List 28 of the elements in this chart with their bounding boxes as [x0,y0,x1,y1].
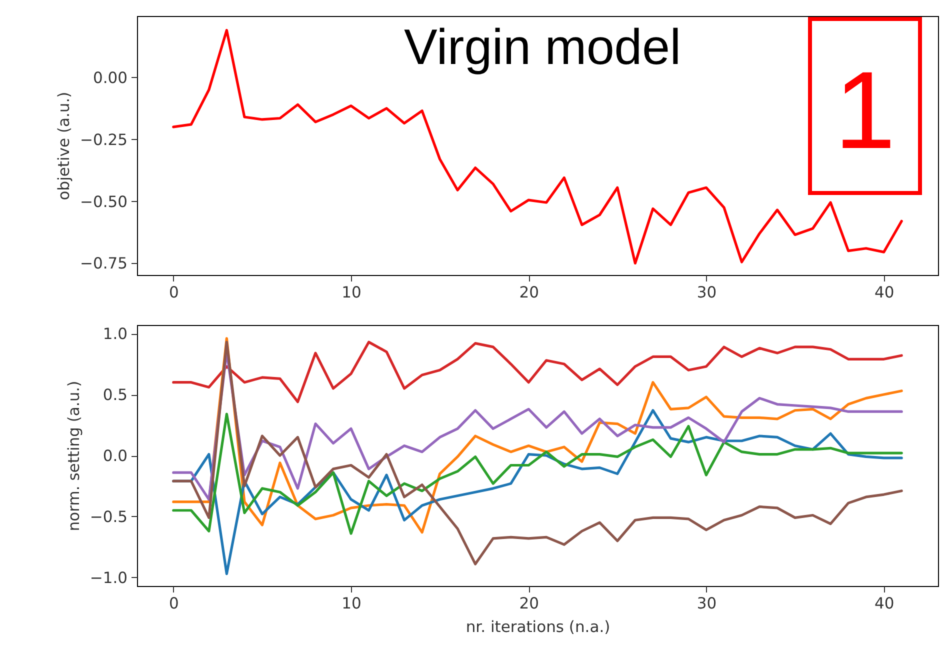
line-series [172,28,903,265]
y-axis-title: objetive (a.u.) [55,92,73,200]
line-series [172,340,903,404]
y-tick-label: 0.5 [102,386,128,404]
x-tick-label: 10 [342,284,362,302]
x-tick-label: 20 [519,594,539,612]
annotation: Virgin model [404,19,682,75]
x-tick-label: 30 [696,594,717,612]
y-tick-label: 1.0 [102,325,128,344]
annotation: 1 [833,49,897,172]
y-tick-label: −0.25 [80,130,128,149]
x-tick-label: 20 [519,284,539,302]
x-tick-label: 0 [168,594,179,612]
y-tick-label: −1.0 [90,568,128,587]
x-axis-title: nr. iterations (n.a.) [466,618,610,636]
x-tick-label: 0 [168,284,179,302]
x-tick-label: 40 [874,284,894,302]
y-tick-label: −0.75 [80,254,128,273]
y-tick-label: −0.5 [90,508,128,526]
x-tick-label: 10 [342,594,362,612]
line-series [172,412,903,535]
y-axis-title: norm. setting (a.u.) [64,380,83,532]
line-series [172,340,903,566]
x-tick-label: 40 [874,594,894,612]
x-tick-label: 30 [696,284,717,302]
y-tick-label: 0.00 [92,68,128,87]
y-tick-label: −0.50 [80,192,128,211]
y-tick-label: 0.0 [102,447,128,465]
